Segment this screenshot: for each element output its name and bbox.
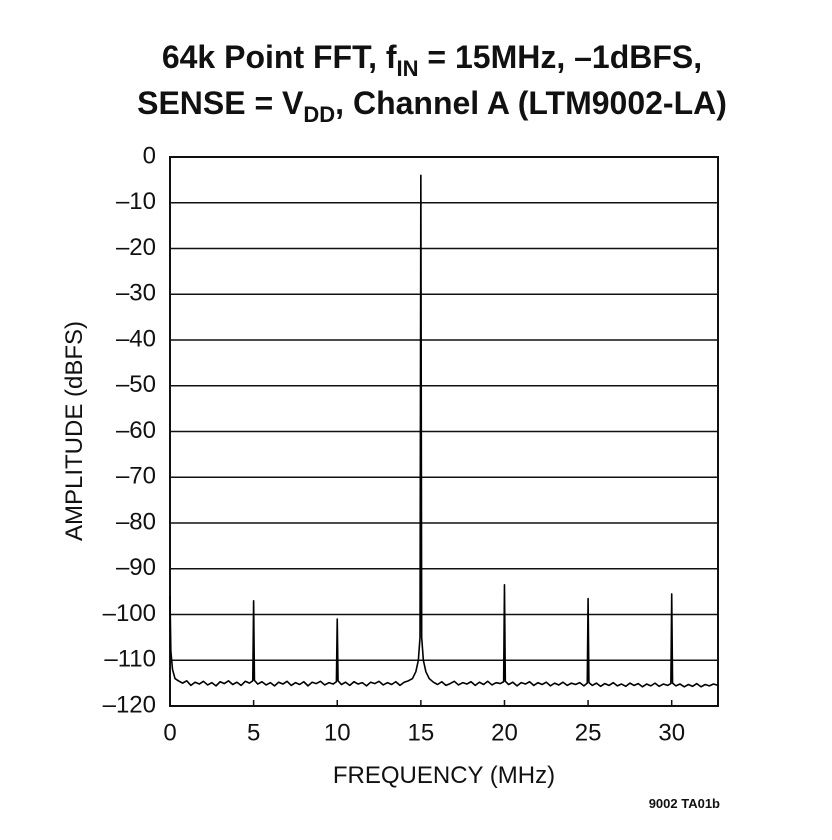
y-tick-label: –60 [116,417,156,444]
title-text: , Channel A (LTM9002-LA) [335,85,727,121]
y-tick-label: –90 [116,554,156,581]
x-tick-label: 0 [163,719,176,746]
x-axis-label: FREQUENCY (MHz) [333,762,555,789]
spectrum-line [169,174,719,688]
y-axis-label: AMPLITUDE (dBFS) [61,321,88,541]
x-tick-label: 10 [324,719,351,746]
x-tick-label: 20 [491,719,518,746]
y-tick-label: –30 [116,280,156,307]
title-subscript: IN [397,56,419,81]
x-tick-label: 30 [658,719,685,746]
x-tick-label: 15 [408,719,435,746]
y-tick-label: –40 [116,325,156,352]
title-text: 64k Point FFT, f [162,39,397,75]
y-tick-label: –120 [103,691,156,718]
y-tick-label: –50 [116,371,156,398]
title-text: = 15MHz, –1dBFS, [419,39,703,75]
y-tick-label: –80 [116,508,156,535]
chart-title-line: 64k Point FFT, fIN = 15MHz, –1dBFS, [162,39,702,81]
title-text: SENSE = V [137,85,304,121]
x-tick-label: 5 [247,719,260,746]
y-tick-label: –70 [116,463,156,490]
figure-note: 9002 TA01b [649,796,720,811]
y-tick-label: –110 [104,646,156,673]
y-tick-label: –10 [116,188,156,215]
y-tick-label: 0 [143,142,156,169]
title-subscript: DD [303,102,335,127]
y-tick-label: –100 [103,600,156,627]
y-tick-label: –20 [116,234,156,261]
chart-title-line: SENSE = VDD, Channel A (LTM9002-LA) [137,85,727,127]
x-tick-label: 25 [575,719,602,746]
